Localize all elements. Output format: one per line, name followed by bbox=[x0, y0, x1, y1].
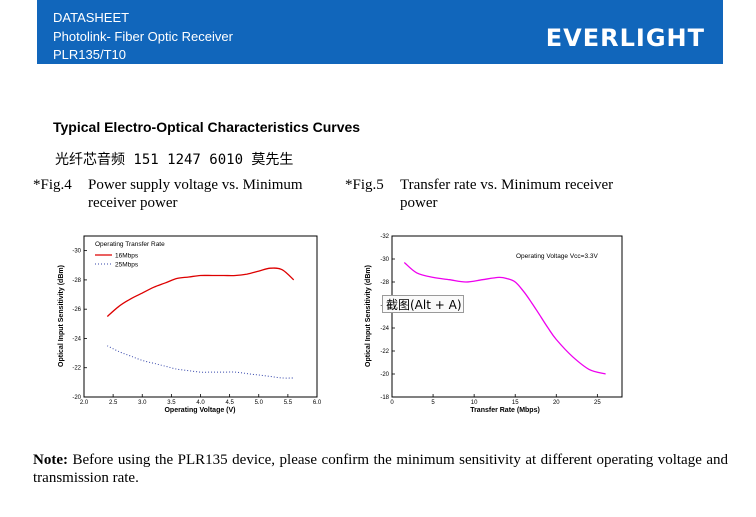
chinese-contact-line: 光纤芯音频 151 1247 6010 莫先生 bbox=[55, 152, 294, 168]
header-doc-type: DATASHEET bbox=[53, 10, 130, 25]
note-label: Note: bbox=[33, 452, 68, 468]
screenshot-tooltip: 截图(Alt + A) bbox=[382, 295, 464, 313]
x-tick-label: 2.0 bbox=[80, 400, 89, 406]
x-tick-label: 3.0 bbox=[138, 400, 147, 406]
x-tick-label: 5 bbox=[431, 400, 435, 406]
x-tick-label: 20 bbox=[553, 400, 560, 406]
x-tick-label: 0 bbox=[390, 400, 394, 406]
y-tick-label: -24 bbox=[380, 326, 389, 332]
fig4-x-axis-label: Operating Voltage (V) bbox=[164, 407, 235, 414]
x-tick-label: 4.0 bbox=[196, 400, 205, 406]
y-tick-label: -20 bbox=[380, 372, 389, 378]
x-tick-label: 15 bbox=[512, 400, 519, 406]
x-tick-label: 25 bbox=[594, 400, 601, 406]
fig5-plot-frame bbox=[391, 235, 623, 398]
fig4-series-25mbps-line bbox=[107, 345, 294, 379]
fig5-annotation: Operating Voltage Vcc=3.3V bbox=[516, 253, 599, 260]
y-tick-label: -22 bbox=[72, 366, 81, 372]
fig4-caption: Power supply voltage vs. Minimum receive… bbox=[88, 177, 303, 211]
y-tick-label: -20 bbox=[72, 395, 81, 401]
x-tick-label: 5.0 bbox=[255, 400, 264, 406]
y-tick-label: -30 bbox=[72, 249, 81, 255]
header-part-number: PLR135/T10 bbox=[53, 47, 126, 62]
fig5-y-axis-label: Optical Input Sensitivity (dBm) bbox=[365, 265, 372, 367]
fig4-legend-25mbps: 25Mbps bbox=[115, 262, 139, 269]
fig5-caption: Transfer rate vs. Minimum receiver power bbox=[400, 177, 614, 211]
y-tick-label: -24 bbox=[72, 336, 81, 342]
fig5-number: *Fig.5 bbox=[345, 177, 384, 193]
y-tick-label: -28 bbox=[380, 280, 389, 286]
y-tick-label: -30 bbox=[380, 257, 389, 263]
y-tick-label: -26 bbox=[72, 307, 81, 313]
x-tick-label: 4.5 bbox=[225, 400, 234, 406]
x-tick-label: 10 bbox=[471, 400, 478, 406]
y-tick-label: -18 bbox=[380, 395, 389, 401]
fig4-series-16mbps-line bbox=[106, 267, 295, 317]
y-tick-label: -22 bbox=[380, 349, 389, 355]
fig4-legend-title: Operating Transfer Rate bbox=[95, 241, 165, 248]
fig4-number: *Fig.4 bbox=[33, 177, 72, 193]
fig4-y-axis-label: Optical Input Sensitivity (dBm) bbox=[58, 265, 65, 367]
note-text: Before using the PLR135 device, please c… bbox=[33, 452, 729, 486]
x-tick-label: 3.5 bbox=[167, 400, 176, 406]
section-title: Typical Electro-Optical Characteristics … bbox=[53, 119, 361, 135]
x-tick-label: 6.0 bbox=[313, 400, 322, 406]
header-product-name: Photolink- Fiber Optic Receiver bbox=[53, 29, 233, 44]
fig4-legend-16mbps: 16Mbps bbox=[115, 253, 139, 260]
x-tick-label: 5.5 bbox=[284, 400, 293, 406]
y-tick-label: -28 bbox=[72, 278, 81, 284]
y-tick-label: -32 bbox=[380, 234, 389, 240]
fig5-x-axis-label: Transfer Rate (Mbps) bbox=[470, 407, 540, 414]
note-body: Note: Before using the PLR135 device, pl… bbox=[33, 451, 728, 487]
note-paragraph: Note: Before using the PLR135 device, pl… bbox=[33, 451, 728, 487]
fig5-series-line bbox=[403, 261, 606, 375]
x-tick-label: 2.5 bbox=[109, 400, 118, 406]
datasheet-header: DATASHEET Photolink- Fiber Optic Receive… bbox=[37, 0, 723, 64]
everlight-logo: EVERLIGHT bbox=[545, 24, 705, 52]
